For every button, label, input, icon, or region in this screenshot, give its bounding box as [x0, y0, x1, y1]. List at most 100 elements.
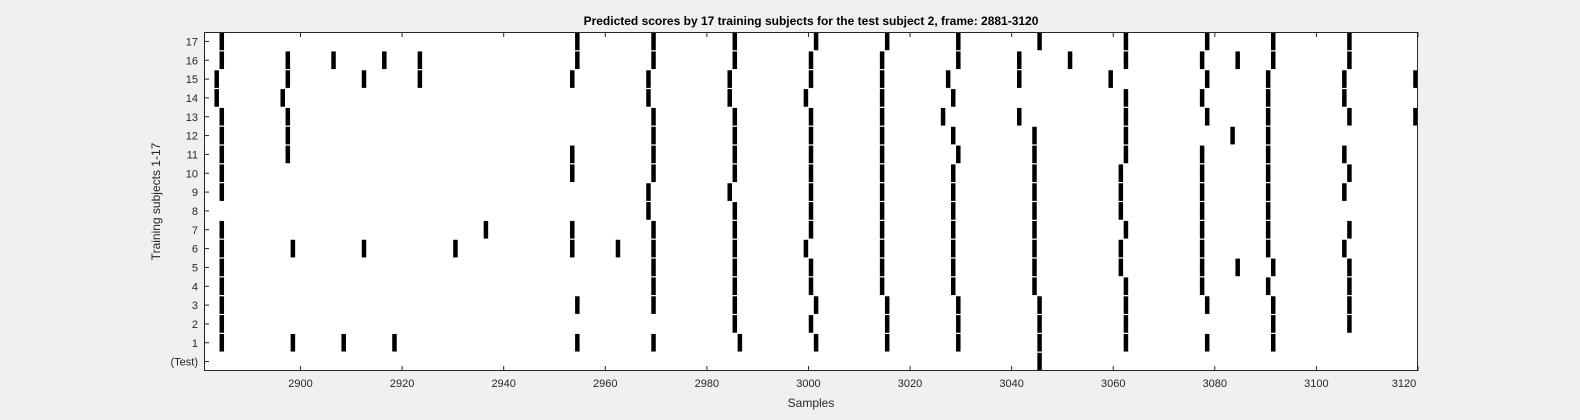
event-mark [1199, 277, 1205, 296]
y-tick-label: 17 [186, 36, 198, 48]
event-mark [1037, 333, 1042, 352]
event-mark [1199, 220, 1205, 239]
event-mark [727, 183, 732, 201]
event-mark [879, 126, 885, 145]
event-mark [732, 239, 738, 258]
event-mark [570, 70, 575, 88]
event-mark [1118, 164, 1124, 183]
event-mark [575, 32, 580, 51]
event-mark [219, 277, 225, 296]
event-mark [331, 51, 336, 70]
event-mark [884, 32, 890, 51]
event-mark [1204, 32, 1210, 51]
event-mark [575, 333, 580, 352]
event-mark [1123, 145, 1129, 164]
event-mark [1017, 51, 1022, 70]
y-tick-label: 3 [192, 300, 198, 312]
event-mark [651, 258, 656, 277]
event-mark [1204, 70, 1210, 88]
event-mark [219, 51, 225, 70]
event-mark [219, 183, 225, 201]
event-mark [1235, 258, 1240, 277]
event-mark [1235, 51, 1240, 70]
event-mark [1118, 183, 1124, 201]
x-axis: 2900 2920 2940 2960 2980 3000 3020 3040 3060 3080… [288, 32, 1419, 390]
event-mark [1265, 183, 1271, 201]
event-mark [1265, 164, 1271, 183]
event-mark [1118, 258, 1124, 277]
event-mark [732, 296, 738, 314]
event-mark [1032, 220, 1037, 239]
event-mark [219, 333, 225, 352]
event-mark [1265, 277, 1271, 296]
event-mark [732, 107, 738, 126]
event-mark [1230, 126, 1235, 145]
event-mark [1270, 315, 1276, 333]
event-mark [1032, 239, 1037, 258]
event-mark [950, 126, 956, 145]
event-mark [575, 296, 580, 314]
event-mark [732, 315, 738, 333]
event-mark [1342, 145, 1347, 164]
event-mark [1123, 220, 1129, 239]
event-mark [1342, 239, 1347, 258]
event-mark [950, 89, 956, 107]
event-mark [956, 32, 961, 51]
event-mark [879, 258, 885, 277]
event-mark [453, 239, 458, 258]
y-tick-label: 5 [192, 262, 198, 274]
event-mark [417, 51, 423, 70]
event-mark [1037, 352, 1042, 371]
event-mark [651, 32, 656, 51]
event-mark [382, 51, 387, 70]
event-mark [219, 258, 225, 277]
event-mark [813, 333, 819, 352]
event-mark [1067, 51, 1073, 70]
event-mark [1347, 51, 1352, 70]
event-mark [1347, 220, 1352, 239]
event-mark [808, 258, 814, 277]
y-tick-label: 6 [192, 244, 198, 256]
event-mark [219, 315, 225, 333]
event-mark [732, 202, 738, 220]
event-mark [1347, 258, 1352, 277]
event-mark [285, 126, 291, 145]
event-mark [950, 164, 956, 183]
event-mark [651, 164, 656, 183]
event-mark [1032, 164, 1037, 183]
event-mark [1123, 126, 1129, 145]
event-mark [1108, 70, 1113, 88]
y-tick-label: 1 [192, 338, 198, 350]
event-mark [651, 296, 656, 314]
event-mark [1032, 126, 1037, 145]
event-mark [1123, 89, 1129, 107]
event-mark [483, 220, 489, 239]
event-mark [1032, 202, 1037, 220]
event-mark [651, 107, 656, 126]
event-mark [1342, 89, 1347, 107]
plot-area [204, 32, 1418, 371]
event-mark [285, 107, 291, 126]
event-mark [219, 164, 225, 183]
x-tick-label: 3000 [796, 378, 820, 390]
event-mark [1265, 145, 1271, 164]
event-mark [1347, 296, 1352, 314]
event-mark [219, 239, 225, 258]
event-mark [737, 333, 743, 352]
event-mark [1270, 333, 1276, 352]
event-mark [1032, 183, 1037, 201]
x-tick-label: 3120 [1392, 378, 1416, 390]
event-mark [956, 296, 961, 314]
event-mark [392, 333, 397, 352]
event-marks [214, 32, 1418, 371]
event-mark [879, 70, 885, 88]
event-mark [290, 333, 296, 352]
event-mark [1204, 333, 1210, 352]
event-mark [732, 32, 738, 51]
x-tick-label: 3020 [898, 378, 922, 390]
event-mark [727, 89, 732, 107]
event-mark [1204, 296, 1210, 314]
event-mark [732, 126, 738, 145]
event-mark [1270, 296, 1276, 314]
